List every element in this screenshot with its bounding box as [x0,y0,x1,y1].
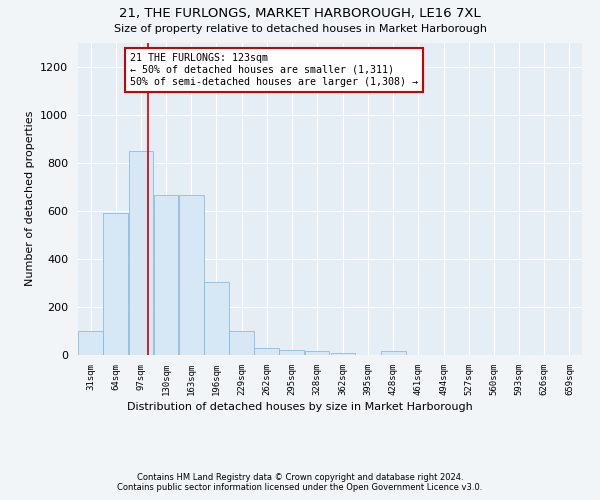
Text: Size of property relative to detached houses in Market Harborough: Size of property relative to detached ho… [113,24,487,34]
Text: Contains HM Land Registry data © Crown copyright and database right 2024.: Contains HM Land Registry data © Crown c… [137,472,463,482]
Bar [103,213,128,355]
Bar [381,352,406,355]
Bar [305,352,329,355]
Text: Contains public sector information licensed under the Open Government Licence v3: Contains public sector information licen… [118,482,482,492]
Y-axis label: Number of detached properties: Number of detached properties [25,111,35,286]
Text: 21, THE FURLONGS, MARKET HARBOROUGH, LE16 7XL: 21, THE FURLONGS, MARKET HARBOROUGH, LE1… [119,8,481,20]
Bar [331,352,355,355]
Text: 21 THE FURLONGS: 123sqm
← 50% of detached houses are smaller (1,311)
50% of semi: 21 THE FURLONGS: 123sqm ← 50% of detache… [130,54,418,86]
Bar [154,195,178,355]
Bar [254,348,279,355]
Bar [78,331,103,355]
Bar [179,195,203,355]
Bar [229,331,254,355]
Bar [128,150,153,355]
Bar [204,282,229,355]
Text: Distribution of detached houses by size in Market Harborough: Distribution of detached houses by size … [127,402,473,412]
Bar [280,350,304,355]
